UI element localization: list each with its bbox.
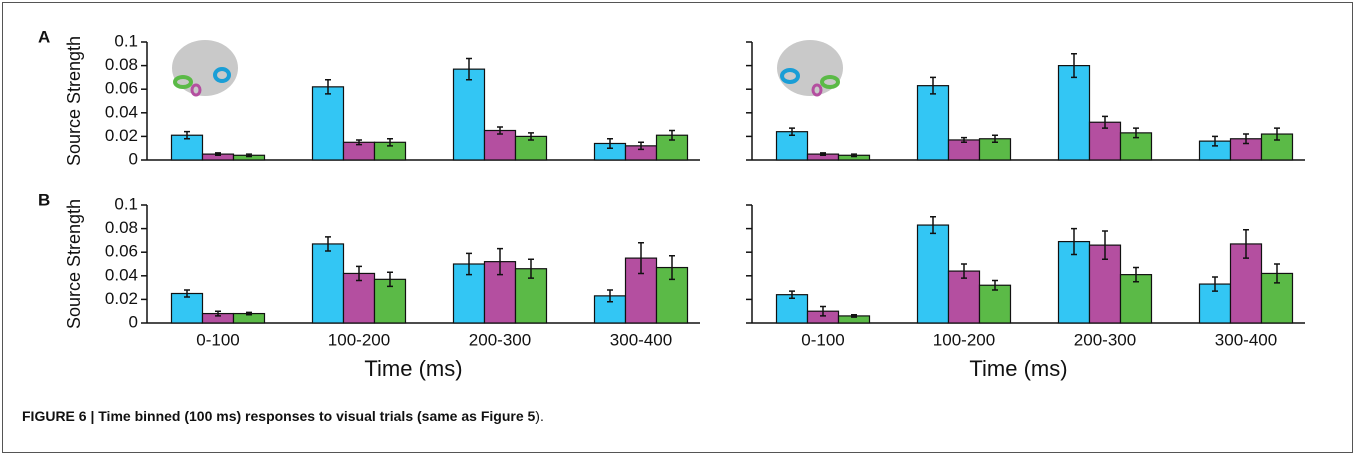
error-bar xyxy=(497,126,503,135)
error-bar xyxy=(851,153,857,158)
panel-label: B xyxy=(38,190,50,209)
x-tick-label: 200-300 xyxy=(1074,330,1136,349)
error-bar xyxy=(466,57,472,81)
error-bar xyxy=(607,138,613,149)
error-bar xyxy=(1212,135,1218,147)
caption: FIGURE 6 | Time binned (100 ms) response… xyxy=(22,408,544,424)
y-tick-label: 0 xyxy=(129,149,138,168)
error-bar xyxy=(497,247,503,276)
error-bar xyxy=(1102,230,1108,261)
x-axis-label: Time (ms) xyxy=(969,356,1067,381)
error-bar xyxy=(356,265,362,282)
error-bar xyxy=(1274,263,1280,284)
error-bar xyxy=(820,152,826,157)
error-bar xyxy=(1133,266,1139,283)
error-bar xyxy=(246,153,252,158)
error-bar xyxy=(1243,229,1249,259)
error-bar xyxy=(789,127,795,136)
error-bar xyxy=(184,289,190,298)
caption-ref: Figure 5 xyxy=(481,408,536,424)
error-bar xyxy=(528,258,534,279)
error-bar xyxy=(325,79,331,95)
error-bar xyxy=(528,132,534,141)
error-bar xyxy=(387,138,393,147)
bar xyxy=(311,243,345,324)
caption-end: ). xyxy=(535,408,544,424)
error-bar xyxy=(1102,115,1108,129)
y-axis-label: Source Strength xyxy=(64,36,84,166)
x-tick-label: 100-200 xyxy=(328,330,390,349)
error-bar xyxy=(1133,127,1139,139)
panel-label: A xyxy=(38,27,50,46)
error-bar xyxy=(1071,227,1077,256)
error-bar xyxy=(930,216,936,235)
error-bar xyxy=(184,130,190,140)
error-bar xyxy=(356,139,362,146)
y-tick-label: 0.08 xyxy=(105,218,138,237)
bar xyxy=(978,284,1012,324)
error-bar xyxy=(638,141,644,151)
error-bar xyxy=(246,311,252,316)
y-tick-label: 0.1 xyxy=(114,31,138,50)
error-bar xyxy=(992,134,998,144)
error-bar xyxy=(961,136,967,144)
bar xyxy=(916,224,950,324)
error-bar xyxy=(961,263,967,279)
error-bar xyxy=(387,271,393,288)
error-bar xyxy=(325,236,331,252)
error-bar xyxy=(215,310,221,317)
bar xyxy=(170,292,204,324)
error-bar xyxy=(851,313,857,318)
bar xyxy=(1119,274,1153,324)
y-tick-label: 0.02 xyxy=(105,126,138,145)
bar xyxy=(311,86,345,161)
y-tick-label: 0.08 xyxy=(105,55,138,74)
error-bar xyxy=(638,242,644,275)
x-tick-label: 100-200 xyxy=(933,330,995,349)
x-tick-label: 0-100 xyxy=(196,330,239,349)
bar xyxy=(775,294,809,324)
error-bar xyxy=(1243,133,1249,145)
error-bar xyxy=(930,76,936,95)
x-axis-label: Time (ms) xyxy=(364,356,462,381)
y-tick-label: 0.04 xyxy=(105,102,138,121)
error-bar xyxy=(607,289,613,303)
error-bar xyxy=(669,129,675,141)
bar xyxy=(1057,64,1091,161)
y-tick-label: 0.02 xyxy=(105,289,138,308)
y-tick-label: 0.04 xyxy=(105,265,138,284)
brain-icon xyxy=(172,40,238,97)
error-bar xyxy=(789,290,795,299)
x-tick-label: 200-300 xyxy=(469,330,531,349)
y-tick-label: 0.06 xyxy=(105,79,138,98)
error-bar xyxy=(1274,127,1280,141)
bar xyxy=(452,68,486,161)
error-bar xyxy=(1071,53,1077,79)
error-bar xyxy=(669,254,675,281)
brain-icon xyxy=(777,40,843,97)
bar xyxy=(916,85,950,161)
y-tick-label: 0 xyxy=(129,312,138,331)
y-tick-label: 0.06 xyxy=(105,242,138,261)
error-bar xyxy=(820,305,826,317)
y-axis-label: Source Strength xyxy=(64,199,84,329)
error-bar xyxy=(215,152,221,157)
x-tick-label: 300-400 xyxy=(610,330,672,349)
x-tick-label: 300-400 xyxy=(1215,330,1277,349)
error-bar xyxy=(992,279,998,291)
error-bar xyxy=(466,252,472,276)
error-bar xyxy=(1212,276,1218,292)
bar xyxy=(483,129,517,161)
caption-text: FIGURE 6 | Time binned (100 ms) response… xyxy=(22,408,481,424)
y-tick-label: 0.1 xyxy=(114,194,138,213)
x-tick-label: 0-100 xyxy=(801,330,844,349)
